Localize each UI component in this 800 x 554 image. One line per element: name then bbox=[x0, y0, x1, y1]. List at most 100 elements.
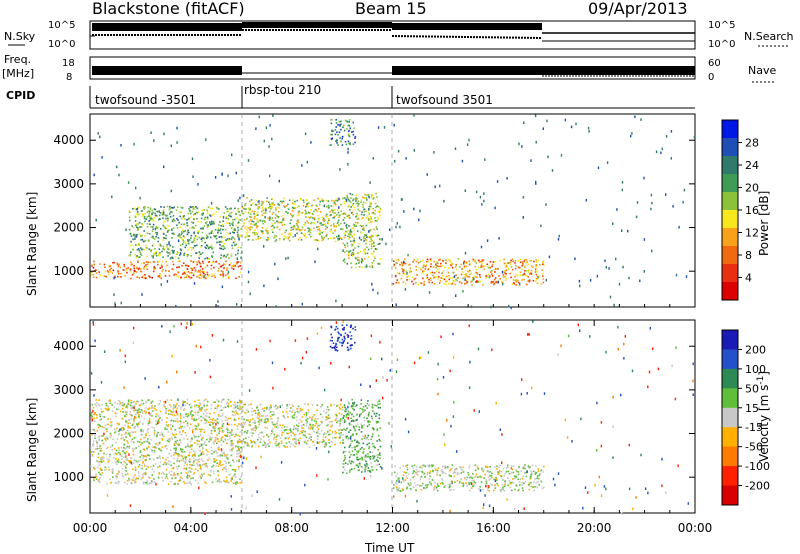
data-point bbox=[196, 263, 198, 266]
data-point bbox=[379, 445, 382, 448]
data-point bbox=[199, 274, 202, 277]
data-point bbox=[162, 209, 165, 211]
data-point bbox=[338, 131, 341, 134]
data-point bbox=[254, 229, 256, 231]
data-point bbox=[271, 430, 273, 432]
data-point bbox=[183, 451, 186, 453]
data-point bbox=[305, 442, 308, 445]
data-point bbox=[336, 200, 339, 202]
data-point bbox=[190, 477, 192, 480]
data-point bbox=[225, 476, 228, 479]
data-point bbox=[537, 276, 539, 278]
data-point bbox=[294, 226, 296, 228]
data-point bbox=[102, 410, 104, 413]
data-point bbox=[476, 280, 478, 282]
data-point bbox=[370, 218, 372, 221]
data-point bbox=[522, 274, 525, 276]
data-point bbox=[220, 444, 223, 446]
data-point bbox=[376, 464, 378, 466]
data-point bbox=[135, 233, 137, 236]
data-point bbox=[146, 266, 148, 268]
data-point bbox=[357, 245, 360, 248]
data-point bbox=[419, 478, 422, 481]
data-point bbox=[209, 246, 212, 248]
data-point bbox=[314, 239, 317, 241]
data-point bbox=[374, 248, 377, 250]
data-point bbox=[96, 417, 98, 419]
data-point bbox=[348, 460, 351, 462]
data-point bbox=[184, 264, 187, 267]
data-point bbox=[141, 399, 143, 402]
data-point bbox=[127, 429, 129, 432]
data-point bbox=[258, 415, 261, 418]
data-point bbox=[219, 415, 222, 417]
data-point bbox=[153, 449, 156, 452]
data-point bbox=[267, 418, 269, 421]
data-point bbox=[371, 435, 373, 438]
data-point bbox=[338, 216, 340, 218]
data-point bbox=[519, 261, 522, 264]
data-point bbox=[305, 206, 307, 208]
data-point bbox=[211, 214, 214, 216]
data-point bbox=[144, 235, 146, 237]
data-point bbox=[316, 435, 319, 438]
data-point bbox=[324, 445, 326, 448]
data-point bbox=[622, 265, 624, 269]
data-point bbox=[293, 426, 296, 428]
data-point bbox=[522, 263, 524, 265]
data-point bbox=[150, 131, 152, 134]
data-point bbox=[217, 465, 220, 467]
data-point bbox=[126, 480, 129, 482]
data-point bbox=[132, 462, 135, 464]
data-point bbox=[103, 452, 105, 455]
data-point bbox=[176, 126, 178, 130]
data-point bbox=[486, 465, 489, 468]
data-point bbox=[232, 433, 235, 436]
data-point bbox=[262, 415, 264, 417]
data-point bbox=[360, 466, 363, 468]
data-point bbox=[375, 415, 377, 417]
data-point bbox=[261, 202, 264, 205]
data-point bbox=[615, 257, 617, 261]
data-point bbox=[312, 424, 314, 426]
data-point bbox=[270, 432, 273, 435]
data-point bbox=[183, 236, 185, 239]
data-point bbox=[238, 449, 241, 452]
data-point bbox=[377, 403, 379, 406]
data-point bbox=[349, 127, 351, 130]
data-point bbox=[519, 271, 522, 274]
data-point bbox=[235, 445, 237, 448]
data-point bbox=[292, 214, 295, 217]
data-point bbox=[346, 227, 348, 229]
data-point bbox=[269, 441, 271, 444]
data-point bbox=[222, 276, 225, 278]
data-point bbox=[198, 261, 201, 264]
data-point bbox=[287, 212, 289, 215]
data-point bbox=[138, 408, 140, 410]
data-point bbox=[225, 256, 227, 258]
data-point bbox=[212, 426, 215, 428]
data-point bbox=[254, 412, 257, 415]
data-point bbox=[238, 449, 240, 451]
data-point bbox=[300, 239, 303, 241]
data-point bbox=[221, 454, 223, 457]
data-point bbox=[165, 444, 168, 447]
data-point bbox=[127, 181, 130, 184]
data-point bbox=[129, 435, 131, 437]
data-point bbox=[326, 418, 329, 420]
data-point bbox=[329, 417, 331, 419]
data-point bbox=[107, 407, 109, 410]
data-point bbox=[99, 445, 101, 447]
data-point bbox=[159, 434, 161, 436]
data-point bbox=[367, 415, 370, 417]
data-point bbox=[177, 271, 179, 273]
data-point bbox=[100, 408, 102, 410]
data-point bbox=[350, 197, 352, 199]
data-point bbox=[138, 277, 141, 279]
data-point bbox=[217, 270, 219, 272]
data-point bbox=[474, 482, 477, 484]
data-point bbox=[367, 470, 369, 472]
data-point bbox=[155, 255, 158, 257]
data-point bbox=[294, 435, 296, 437]
data-point bbox=[339, 420, 342, 422]
